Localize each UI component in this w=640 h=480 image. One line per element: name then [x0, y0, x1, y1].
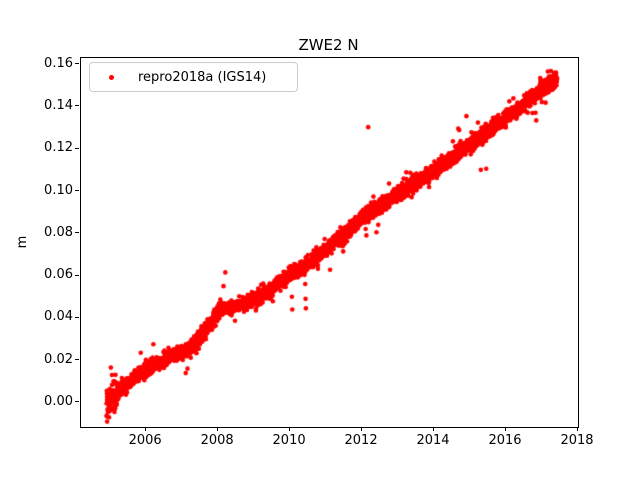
y-tick-label: 0.16: [44, 55, 73, 71]
y-tick-label: 0.14: [44, 97, 73, 113]
legend-label: repro2018a (IGS14): [138, 69, 267, 85]
plot-area: [80, 57, 579, 428]
x-tick: [577, 427, 578, 431]
legend-marker-dot-icon: [109, 74, 114, 80]
y-tick-label: 0.02: [44, 351, 73, 367]
x-tick: [433, 427, 435, 431]
y-tick: [75, 274, 79, 276]
y-tick: [75, 359, 79, 361]
x-tick: [145, 427, 147, 431]
x-tick-label: 2010: [272, 433, 306, 448]
x-tick-label: 2012: [344, 433, 378, 448]
x-tick-label: 2014: [416, 433, 450, 448]
y-tick-label: 0.00: [44, 393, 73, 409]
x-tick-label: 2008: [200, 433, 234, 448]
legend-box: repro2018a (IGS14): [89, 62, 298, 92]
y-tick: [75, 105, 79, 107]
x-tick: [361, 427, 363, 431]
y-tick: [75, 147, 79, 149]
y-tick: [75, 190, 79, 191]
y-tick: [75, 316, 79, 318]
x-tick: [505, 427, 507, 431]
y-tick: [75, 232, 79, 234]
y-tick: [75, 401, 79, 403]
x-tick-label: 2006: [128, 433, 162, 448]
y-tick-label: 0.12: [44, 140, 73, 156]
x-tick-label: 2016: [488, 433, 522, 448]
x-tick: [289, 427, 291, 431]
chart-title: ZWE2 N: [298, 36, 359, 54]
y-tick-label: 0.06: [44, 267, 73, 283]
y-tick-label: 0.08: [44, 224, 73, 240]
y-axis-label: m: [15, 235, 30, 249]
x-tick-label: 2018: [560, 433, 594, 448]
x-tick: [217, 427, 219, 431]
scatter-canvas: [81, 58, 578, 427]
y-tick-label: 0.10: [44, 182, 73, 198]
y-tick: [75, 63, 79, 65]
y-tick-label: 0.04: [44, 309, 73, 325]
